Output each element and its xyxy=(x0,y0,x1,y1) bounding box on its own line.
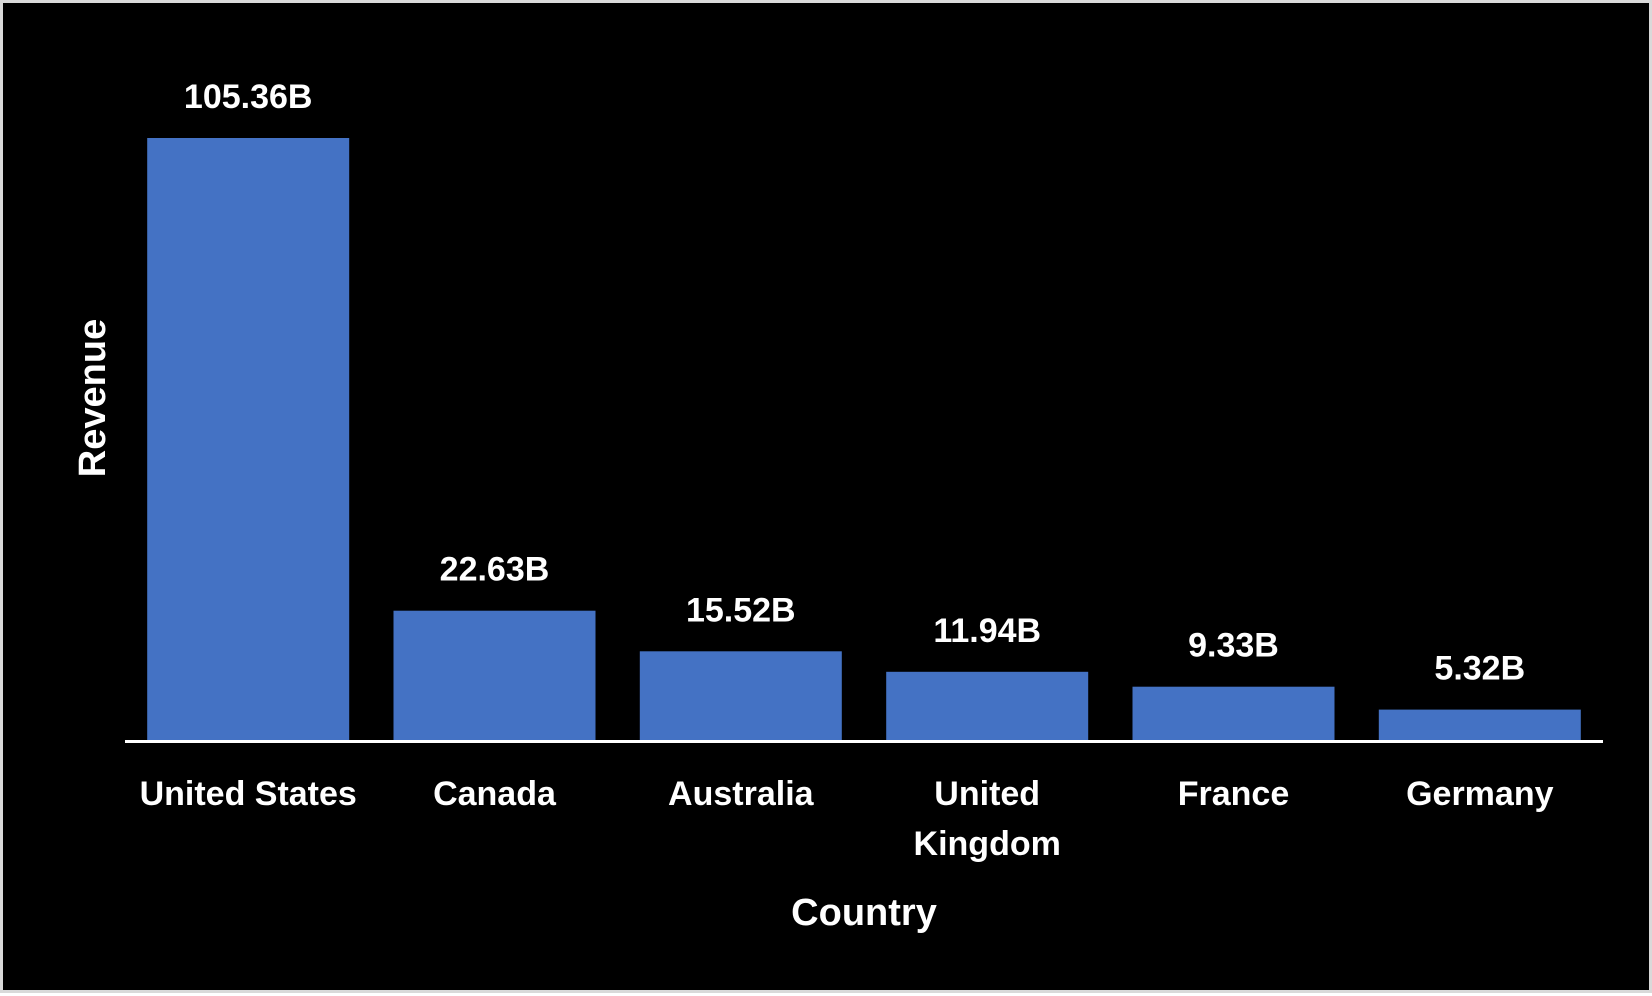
data-label-canada: 22.63B xyxy=(440,551,550,589)
data-label-france: 9.33B xyxy=(1188,627,1279,665)
data-label-australia: 15.52B xyxy=(686,591,796,629)
x-tick-labels-layer: United States Canada Australia United Kingdo… xyxy=(140,775,1554,863)
data-labels-layer: 105.36B 22.63B 15.52B 11.94B 9.33B 5.32B xyxy=(184,78,1525,688)
bar-germany xyxy=(1378,709,1581,740)
bars-layer xyxy=(147,138,1581,740)
bar-australia xyxy=(639,651,842,740)
bar-chart: 105.36B 22.63B 15.52B 11.94B 9.33B 5.32B Unit… xyxy=(72,78,1603,934)
y-axis-title: Revenue xyxy=(72,319,114,477)
data-label-germany: 5.32B xyxy=(1434,650,1525,688)
x-tick-label-france: France xyxy=(1178,775,1290,813)
bar-united-states xyxy=(147,138,350,740)
data-label-united-kingdom: 11.94B xyxy=(933,612,1041,650)
bar-canada xyxy=(393,610,596,740)
x-tick-label-united-states: United States xyxy=(140,775,357,813)
bar-united-kingdom xyxy=(886,671,1089,740)
data-label-united-states: 105.36B xyxy=(184,78,313,116)
bar-france xyxy=(1132,686,1335,740)
x-tick-label-canada: Canada xyxy=(433,775,557,813)
x-tick-label-united-kingdom: United Kingdom xyxy=(914,775,1061,863)
x-tick-label-australia: Australia xyxy=(668,775,815,813)
x-axis-title: Country xyxy=(791,892,937,934)
x-tick-label-germany: Germany xyxy=(1406,775,1553,813)
